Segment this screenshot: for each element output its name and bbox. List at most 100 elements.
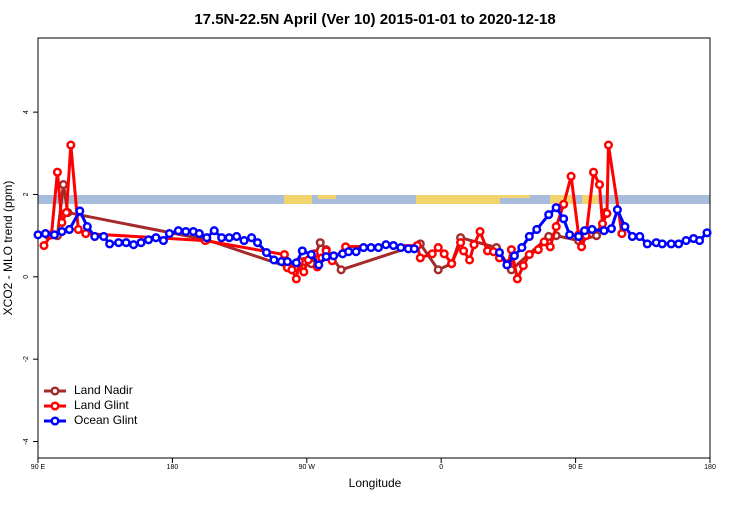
data-point [151, 233, 161, 243]
data-point [61, 208, 71, 218]
data-point [297, 246, 307, 256]
data-point [469, 240, 479, 250]
legend-label: Land Glint [74, 398, 129, 412]
data-point [373, 243, 384, 253]
plot-frame [37, 37, 711, 459]
legend-marker [50, 416, 60, 426]
ocean-strip [38, 195, 710, 204]
data-point [158, 236, 168, 246]
data-point [509, 251, 519, 261]
data-point [439, 249, 449, 259]
x-tick-label: 180 [704, 464, 716, 471]
data-point [566, 171, 576, 181]
data-point [591, 231, 602, 241]
y-tick-label: 0 [23, 275, 30, 279]
data-point [681, 236, 691, 246]
data-point [587, 224, 597, 235]
y-tick-label: -2 [23, 356, 30, 362]
data-point [517, 243, 527, 253]
data-point [456, 238, 466, 248]
data-point [544, 210, 554, 220]
y-tick-label: -4 [23, 438, 30, 444]
data-point [291, 258, 301, 268]
data-point [597, 219, 608, 229]
x-axis-label: Longitude [349, 476, 402, 490]
data-point [612, 205, 622, 215]
data-point [524, 231, 534, 242]
data-point [64, 224, 74, 235]
land-strip [284, 195, 312, 204]
legend-label: Land Nadir [74, 383, 133, 397]
data-point [524, 250, 534, 260]
data-point [532, 224, 542, 235]
data-point [433, 265, 443, 275]
data-point [603, 140, 614, 150]
data-point [565, 230, 575, 240]
data-point [39, 240, 49, 251]
data-point [694, 236, 705, 246]
data-point [287, 265, 297, 275]
data-point [105, 239, 115, 249]
data-point [396, 243, 406, 253]
data-point [559, 199, 569, 209]
data-point [57, 226, 67, 237]
data-point [459, 246, 469, 256]
data-point [602, 208, 612, 218]
data-point [232, 231, 242, 242]
data-point [409, 244, 419, 254]
data-point [551, 222, 561, 232]
map-strip [38, 195, 710, 204]
data-point [252, 238, 263, 248]
data-point [627, 231, 637, 242]
data-point [545, 242, 555, 252]
data-point [588, 167, 599, 177]
data-point [358, 243, 369, 253]
data-point [314, 260, 324, 270]
data-point [502, 260, 512, 270]
data-point [66, 140, 76, 150]
x-tick-label: 90 E [568, 464, 583, 471]
data-point [209, 226, 219, 236]
land-strip [416, 195, 500, 204]
data-point [447, 259, 457, 269]
data-point [465, 255, 475, 265]
data-point [99, 231, 109, 242]
data-point [299, 267, 309, 277]
data-point [121, 238, 131, 248]
data-point [40, 229, 51, 239]
data-point [58, 180, 68, 190]
data-point [574, 231, 584, 242]
data-point [114, 238, 124, 248]
data-point [90, 231, 100, 242]
data-point [246, 233, 257, 243]
data-point [533, 245, 543, 255]
data-point [702, 228, 712, 238]
data-point [279, 250, 289, 260]
data-point [81, 229, 91, 239]
land-strip [550, 195, 574, 204]
data-point [551, 203, 561, 213]
data-point [73, 224, 83, 235]
data-point [269, 255, 279, 265]
x-tick-label: 90 E [31, 464, 46, 471]
data-point [518, 261, 528, 271]
data-point [329, 251, 339, 261]
data-point [181, 226, 191, 237]
data-point [433, 243, 443, 253]
data-point [512, 274, 522, 284]
data-point [580, 226, 590, 236]
data-point [164, 229, 174, 239]
land-strip [500, 195, 530, 198]
data-point [366, 243, 376, 253]
data-point [427, 249, 437, 259]
legend-marker [50, 401, 60, 411]
data-point [606, 224, 616, 234]
data-point [49, 230, 59, 240]
data-point [52, 167, 62, 177]
data-point [336, 265, 346, 275]
data-point [282, 257, 292, 267]
data-point [129, 240, 139, 250]
data-point [577, 242, 587, 252]
